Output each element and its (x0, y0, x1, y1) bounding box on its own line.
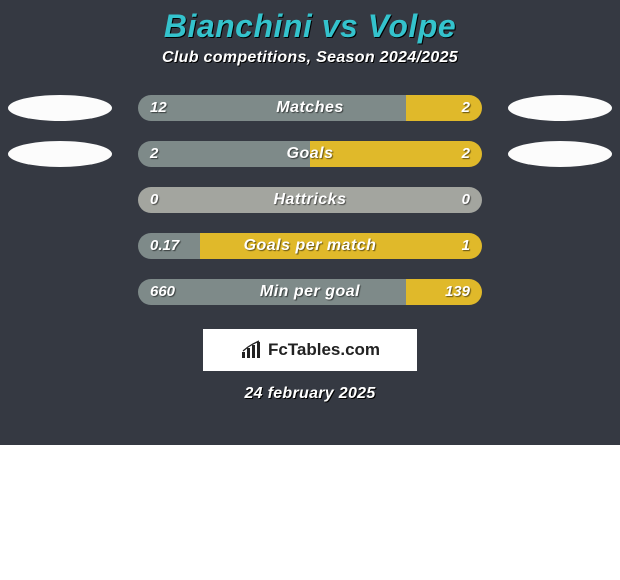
bar-track (138, 95, 482, 121)
bar-seg-right (200, 233, 482, 259)
player-left-photo (8, 95, 112, 121)
bar-seg-right (406, 95, 482, 121)
player-right-photo (508, 95, 612, 121)
bar-seg-neutral (138, 187, 482, 213)
bar-seg-left (138, 279, 406, 305)
brand-text: FcTables.com (268, 340, 380, 360)
date-line: 24 february 2025 (0, 385, 620, 403)
brand-box: FcTables.com (203, 329, 417, 371)
bar-seg-right (406, 279, 482, 305)
player-right-photo (508, 141, 612, 167)
bar-track (138, 141, 482, 167)
player-left-photo (8, 141, 112, 167)
bar-track (138, 233, 482, 259)
stat-row: Matches122 (0, 95, 620, 141)
page-subtitle: Club competitions, Season 2024/2025 (0, 49, 620, 67)
stat-rows: Matches122Goals22Hattricks00Goals per ma… (0, 95, 620, 325)
stat-row: Goals per match0.171 (0, 233, 620, 279)
stat-row: Goals22 (0, 141, 620, 187)
bar-track (138, 187, 482, 213)
bar-seg-right (310, 141, 482, 167)
stat-row: Min per goal660139 (0, 279, 620, 325)
bar-track (138, 279, 482, 305)
bar-seg-left (138, 233, 200, 259)
bar-seg-left (138, 141, 310, 167)
bar-seg-left (138, 95, 406, 121)
brand-chart-icon (240, 340, 264, 360)
comparison-panel: Bianchini vs Volpe Club competitions, Se… (0, 0, 620, 445)
page-title: Bianchini vs Volpe (0, 0, 620, 49)
stat-row: Hattricks00 (0, 187, 620, 233)
